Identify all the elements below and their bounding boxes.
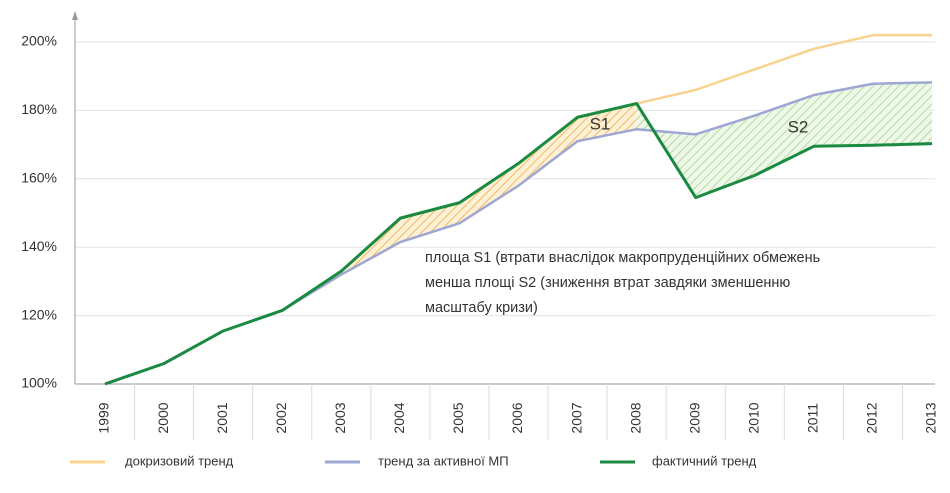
area-fill <box>636 82 932 198</box>
x-tick-label: 2007 <box>568 402 584 433</box>
x-tick-label: 1999 <box>96 402 112 433</box>
series-line <box>636 33 932 105</box>
x-tick-label: 2004 <box>391 402 407 433</box>
annotation: масштабу кризи) <box>425 300 538 316</box>
x-tick-label: 2011 <box>805 403 821 433</box>
series-line <box>104 102 933 386</box>
legend-label: фактичний тренд <box>652 453 757 468</box>
annotation: менша площі S2 (зниження втрат завдяки з… <box>425 275 790 291</box>
y-axis-arrow <box>72 11 78 20</box>
x-tick-label: 2006 <box>509 402 525 433</box>
y-tick-label: 120% <box>21 306 57 322</box>
x-tick-label: 2008 <box>627 402 643 433</box>
x-tick-label: 2003 <box>332 402 348 433</box>
legend-label: докризовий тренд <box>125 453 234 468</box>
annotation: площа S1 (втрати внаслідок макропруденці… <box>425 250 820 266</box>
x-tick-label: 2000 <box>155 402 171 433</box>
legend-label: тренд за активної МП <box>378 453 509 468</box>
annotation: S1 <box>590 114 611 133</box>
x-tick-label: 2002 <box>273 402 289 433</box>
area-fill <box>282 103 637 311</box>
x-tick-label: 2005 <box>450 402 466 433</box>
y-tick-label: 100% <box>21 375 57 391</box>
y-tick-label: 200% <box>21 33 57 49</box>
x-tick-label: 2001 <box>214 402 230 433</box>
x-tick-label: 2009 <box>686 402 702 433</box>
x-tick-label: 2010 <box>745 402 761 433</box>
x-tick-label: 2013 <box>923 402 939 433</box>
y-tick-label: 180% <box>21 101 57 117</box>
y-tick-label: 160% <box>21 170 57 186</box>
x-tick-label: 2012 <box>864 402 880 433</box>
y-tick-label: 140% <box>21 238 57 254</box>
annotation: S2 <box>788 117 809 136</box>
